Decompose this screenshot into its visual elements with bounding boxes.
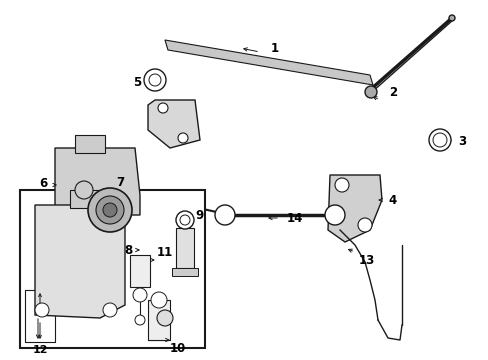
- Circle shape: [35, 303, 49, 317]
- Polygon shape: [327, 175, 381, 242]
- Circle shape: [180, 215, 190, 225]
- Text: 9: 9: [196, 208, 203, 221]
- Circle shape: [143, 69, 165, 91]
- Polygon shape: [148, 100, 200, 148]
- Text: 5: 5: [133, 76, 141, 89]
- Circle shape: [135, 315, 145, 325]
- Circle shape: [176, 211, 194, 229]
- Circle shape: [75, 181, 93, 199]
- Bar: [20, 190, 204, 348]
- Circle shape: [158, 103, 168, 113]
- Text: 10: 10: [169, 342, 186, 355]
- Circle shape: [448, 15, 454, 21]
- Circle shape: [334, 178, 348, 192]
- Circle shape: [133, 288, 147, 302]
- Text: 1: 1: [270, 41, 279, 54]
- Circle shape: [364, 86, 376, 98]
- Polygon shape: [55, 148, 140, 215]
- Circle shape: [325, 205, 345, 225]
- Polygon shape: [35, 205, 125, 318]
- Text: 11: 11: [157, 247, 173, 260]
- Bar: [176, 228, 194, 268]
- Circle shape: [149, 74, 161, 86]
- Circle shape: [96, 196, 124, 224]
- Bar: [172, 268, 198, 276]
- Text: 6: 6: [39, 176, 47, 189]
- Bar: [75, 135, 105, 153]
- Circle shape: [88, 188, 132, 232]
- Circle shape: [151, 292, 167, 308]
- Polygon shape: [164, 40, 372, 85]
- Circle shape: [103, 303, 117, 317]
- Text: 2: 2: [388, 86, 396, 99]
- Bar: [70, 190, 98, 208]
- Circle shape: [357, 218, 371, 232]
- Text: 3: 3: [457, 135, 465, 148]
- Text: 8: 8: [123, 243, 132, 257]
- Text: 12: 12: [32, 345, 48, 355]
- Text: 13: 13: [358, 253, 374, 266]
- Text: 7: 7: [116, 176, 124, 189]
- Circle shape: [178, 133, 187, 143]
- Text: 4: 4: [388, 194, 396, 207]
- Bar: [148, 300, 170, 340]
- Circle shape: [432, 133, 446, 147]
- Circle shape: [103, 203, 117, 217]
- Circle shape: [428, 129, 450, 151]
- Bar: [130, 255, 150, 287]
- Text: 14: 14: [286, 212, 303, 225]
- Circle shape: [157, 310, 173, 326]
- Circle shape: [215, 205, 235, 225]
